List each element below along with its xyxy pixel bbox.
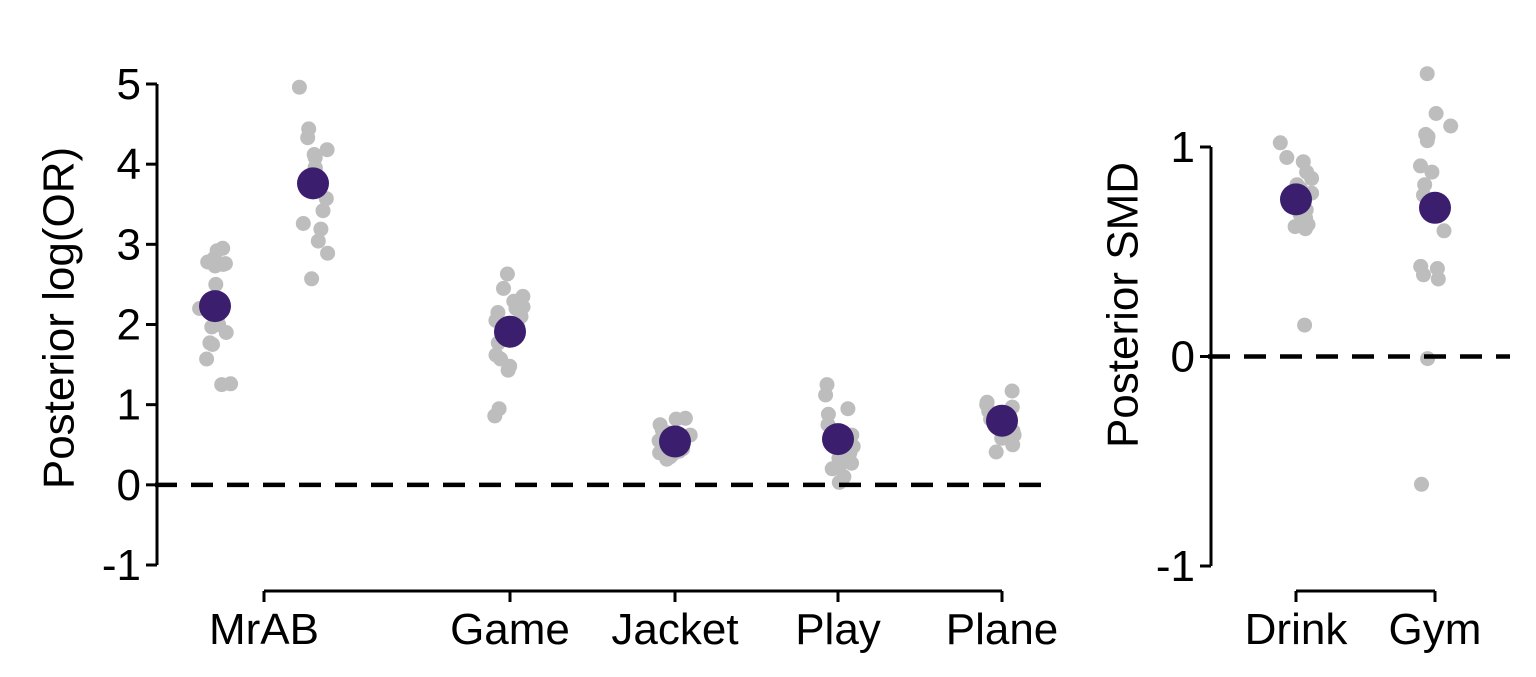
individual-point — [199, 351, 215, 367]
x-tick-label-drink: Drink — [1245, 605, 1349, 654]
x-tick-label-play: Play — [795, 605, 881, 654]
individual-point — [310, 233, 326, 249]
x-tick-label-gym: Gym — [1389, 605, 1482, 654]
individual-point — [1430, 271, 1446, 287]
individual-point — [668, 411, 684, 427]
y-tick-label: 3 — [117, 220, 141, 269]
y-tick-label: 2 — [117, 301, 141, 350]
individual-point — [1272, 135, 1288, 151]
individual-point — [218, 325, 234, 340]
individual-point — [313, 221, 329, 237]
pooled-point-jacket — [659, 425, 691, 458]
y-tick-label: 0 — [117, 461, 141, 510]
individual-point — [1297, 317, 1313, 333]
y-tick-label: 5 — [117, 60, 141, 109]
individual-point — [304, 271, 320, 287]
x-tick-label-plane: Plane — [946, 605, 1059, 654]
individual-point — [291, 79, 307, 95]
individual-point — [500, 362, 516, 378]
individual-point — [1304, 170, 1320, 186]
y-tick-label: 4 — [117, 140, 141, 189]
individual-point — [1413, 158, 1428, 174]
individual-point — [319, 142, 335, 158]
individual-point — [824, 461, 840, 477]
individual-point — [295, 216, 311, 231]
individual-point — [499, 266, 515, 282]
pooled-point-mrab — [199, 290, 231, 323]
pooled-point-plane — [986, 404, 1018, 437]
pooled-point-gym — [1419, 191, 1451, 224]
individual-point — [214, 377, 230, 393]
individual-point — [320, 245, 336, 261]
pooled-point-play — [822, 423, 854, 456]
individual-point — [1424, 164, 1440, 180]
pooled-point-game — [494, 315, 526, 348]
pooled-point-drink — [1280, 183, 1312, 216]
individual-point — [207, 258, 223, 274]
individual-point — [988, 444, 1004, 460]
y-axis-title: Posterior SMD — [1099, 162, 1148, 448]
y-tick-label: -1 — [102, 541, 141, 590]
individual-point — [844, 455, 859, 471]
y-tick-label: -1 — [1156, 542, 1195, 591]
y-tick-label: 1 — [1171, 123, 1195, 172]
pooled-point-mrab — [297, 167, 329, 200]
individual-point — [831, 474, 847, 490]
individual-point — [818, 387, 834, 403]
y-tick-label: 0 — [1171, 333, 1195, 382]
x-tick-label-jacket: Jacket — [611, 605, 738, 654]
individual-point — [1414, 476, 1429, 492]
x-tick-label-game: Game — [450, 605, 570, 654]
individual-point — [300, 130, 316, 146]
individual-point — [1005, 437, 1021, 453]
individual-point — [840, 401, 856, 417]
x-tick-label-mrab: MrAB — [209, 605, 319, 654]
individual-point — [208, 276, 224, 292]
individual-point — [1004, 383, 1020, 399]
individual-point — [1419, 66, 1435, 82]
individual-point — [1279, 150, 1295, 165]
individual-point — [1419, 133, 1435, 149]
individual-point — [1297, 221, 1313, 237]
individual-point — [205, 337, 220, 352]
individual-point — [315, 203, 331, 219]
individual-point — [1416, 267, 1431, 283]
individual-point — [487, 408, 503, 424]
individual-point — [204, 319, 220, 335]
individual-point — [1443, 118, 1459, 134]
individual-point — [1436, 223, 1452, 239]
individual-point — [1428, 106, 1444, 121]
y-axis-title: Posterior log(OR) — [35, 147, 84, 489]
y-tick-label: 1 — [117, 381, 141, 430]
individual-point — [496, 280, 511, 296]
